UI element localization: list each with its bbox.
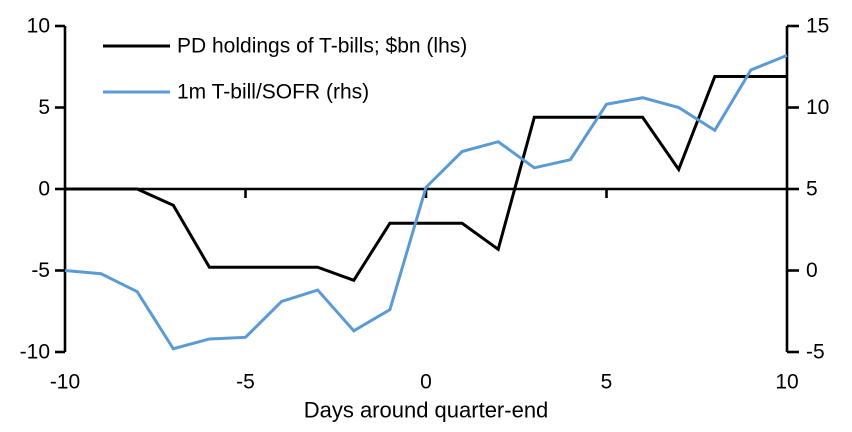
right-y-axis-tick-label: 5 [806,178,818,201]
x-axis-tick-label: 0 [420,371,432,394]
right-y-axis-tick-label: -5 [806,341,825,364]
right-y-axis-tick-label: 15 [806,15,829,38]
x-axis-tick-label: 10 [775,371,798,394]
series-line-pd-holdings [65,75,787,283]
left-y-axis-tick-label: -5 [31,259,50,282]
legend-label: PD holdings of T-bills; $bn (lhs) [177,35,467,58]
x-axis-tick-label: 5 [601,371,613,394]
right-y-axis-tick-label: 0 [806,259,818,282]
left-y-axis-tick-label: -10 [20,341,50,364]
right-y-axis-tick-label: 10 [806,96,829,119]
legend-label: 1m T-bill/SOFR (rhs) [177,81,369,104]
x-axis-tick-label: -10 [50,371,80,394]
series-line-tbill-sofr [64,53,788,351]
left-y-axis-tick-label: 0 [38,178,50,201]
left-y-axis-tick-label: 10 [27,15,50,38]
x-axis-tick-label: -5 [236,371,255,394]
left-y-axis-tick-label: 5 [38,96,50,119]
x-axis-title: Days around quarter-end [304,398,549,423]
